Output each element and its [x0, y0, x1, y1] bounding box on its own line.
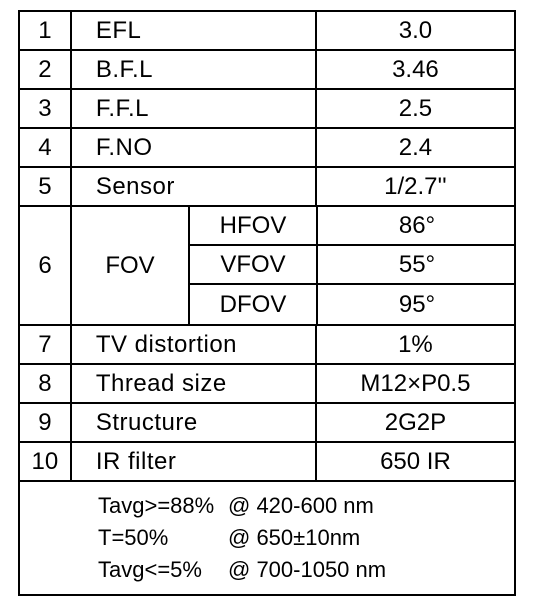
- row-value: M12×P0.5: [317, 365, 514, 402]
- row-label: Sensor: [72, 168, 317, 205]
- row-label: F.NO: [72, 129, 317, 166]
- fov-sublabel: HFOV: [190, 207, 318, 244]
- note-left: Tavg>=88%: [98, 490, 228, 522]
- row-value: 3.46: [317, 51, 514, 88]
- fov-sublabel: DFOV: [190, 285, 318, 324]
- table-row: 5 Sensor 1/2.7'': [20, 168, 514, 207]
- row-number: 2: [20, 51, 72, 88]
- row-number: 10: [20, 443, 72, 480]
- row-label: EFL: [72, 12, 317, 49]
- spec-table: 1 EFL 3.0 2 B.F.L 3.46 3 F.F.L 2.5 4 F.N…: [18, 10, 516, 596]
- row-number: 7: [20, 326, 72, 363]
- row-label: IR filter: [72, 443, 317, 480]
- fov-sublabel: VFOV: [190, 246, 318, 283]
- note-left: Tavg<=5%: [98, 554, 228, 586]
- table-row: 7 TV distortion 1%: [20, 326, 514, 365]
- note-line: T=50% @ 650±10nm: [98, 522, 514, 554]
- note-right: @ 700-1050 nm: [228, 554, 386, 586]
- row-label: B.F.L: [72, 51, 317, 88]
- table-row: 10 IR filter 650 IR: [20, 443, 514, 482]
- fov-value: 86°: [318, 207, 516, 244]
- fov-subrow: VFOV 55°: [190, 246, 516, 285]
- table-row: 9 Structure 2G2P: [20, 404, 514, 443]
- row-number: 9: [20, 404, 72, 441]
- table-row: 3 F.F.L 2.5: [20, 90, 514, 129]
- fov-subrow: HFOV 86°: [190, 207, 516, 246]
- row-number: 6: [20, 207, 72, 324]
- row-value: 650 IR: [317, 443, 514, 480]
- table-row: 1 EFL 3.0: [20, 12, 514, 51]
- note-right: @ 420-600 nm: [228, 490, 374, 522]
- notes-block: Tavg>=88% @ 420-600 nm T=50% @ 650±10nm …: [20, 482, 514, 594]
- row-value: 1/2.7'': [317, 168, 514, 205]
- note-line: Tavg>=88% @ 420-600 nm: [98, 490, 514, 522]
- note-right: @ 650±10nm: [228, 522, 360, 554]
- row-value: 3.0: [317, 12, 514, 49]
- row-label: FOV: [72, 207, 190, 324]
- row-value: 2G2P: [317, 404, 514, 441]
- row-number: 3: [20, 90, 72, 127]
- row-label: TV distortion: [72, 326, 317, 363]
- row-value: 1%: [317, 326, 514, 363]
- row-label: Thread size: [72, 365, 317, 402]
- table-row: 2 B.F.L 3.46: [20, 51, 514, 90]
- row-number: 5: [20, 168, 72, 205]
- row-label: Structure: [72, 404, 317, 441]
- row-value: 2.5: [317, 90, 514, 127]
- table-row: 4 F.NO 2.4: [20, 129, 514, 168]
- table-row-fov: 6 FOV HFOV 86° VFOV 55° DFOV 95°: [20, 207, 514, 326]
- fov-value: 95°: [318, 285, 516, 324]
- table-row: 8 Thread size M12×P0.5: [20, 365, 514, 404]
- row-label: F.F.L: [72, 90, 317, 127]
- row-number: 1: [20, 12, 72, 49]
- fov-subrow: DFOV 95°: [190, 285, 516, 324]
- note-left: T=50%: [98, 522, 228, 554]
- row-number: 4: [20, 129, 72, 166]
- note-line: Tavg<=5% @ 700-1050 nm: [98, 554, 514, 586]
- row-value: 2.4: [317, 129, 514, 166]
- row-number: 8: [20, 365, 72, 402]
- fov-value: 55°: [318, 246, 516, 283]
